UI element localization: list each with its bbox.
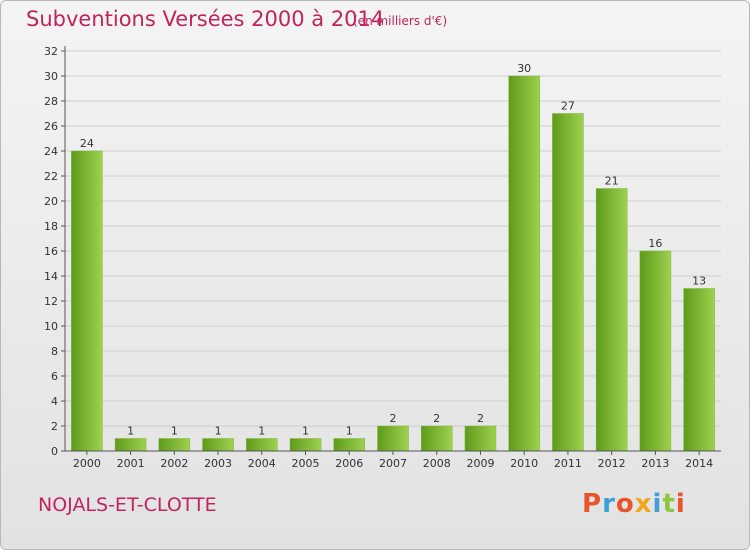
x-tick-label: 2001	[117, 457, 145, 470]
y-tick-label: 14	[44, 270, 58, 283]
data-label: 27	[561, 100, 575, 113]
y-tick-label: 24	[44, 145, 58, 158]
y-tick-label: 18	[44, 220, 58, 233]
data-label: 30	[517, 62, 531, 75]
x-tick-label: 2008	[423, 457, 451, 470]
x-tick-label: 2012	[598, 457, 626, 470]
data-label: 16	[648, 237, 662, 250]
data-label: 24	[80, 137, 94, 150]
data-label: 1	[171, 425, 178, 438]
chart-subtitle: (en milliers d'€)	[353, 14, 448, 28]
data-label: 2	[433, 412, 440, 425]
logo-letter: r	[602, 489, 616, 519]
x-tick-label: 2004	[248, 457, 276, 470]
y-tick-label: 20	[44, 195, 58, 208]
bar	[202, 438, 234, 452]
x-tick-label: 2006	[335, 457, 363, 470]
data-label: 1	[302, 425, 309, 438]
x-tick-label: 2002	[160, 457, 188, 470]
data-label: 1	[127, 425, 134, 438]
x-tick-label: 2011	[554, 457, 582, 470]
bar	[639, 250, 672, 452]
bar	[377, 425, 409, 452]
bar	[289, 438, 322, 452]
data-label: 1	[346, 425, 353, 438]
x-tick-label: 2013	[641, 457, 669, 470]
data-label: 1	[215, 425, 222, 438]
bar	[552, 113, 584, 452]
y-tick-label: 6	[51, 370, 58, 383]
logo-letter: t	[662, 489, 676, 519]
logo-letter: i	[652, 489, 663, 519]
bar	[683, 288, 715, 452]
y-tick-label: 10	[44, 320, 58, 333]
y-tick-label: 4	[51, 395, 58, 408]
bar	[595, 188, 628, 452]
x-tick-label: 2005	[292, 457, 320, 470]
data-label: 13	[692, 275, 706, 288]
y-tick-label: 22	[44, 170, 58, 183]
bar	[71, 150, 103, 452]
x-tick-label: 2010	[510, 457, 538, 470]
x-tick-label: 2014	[685, 457, 713, 470]
bar	[508, 75, 540, 452]
y-tick-label: 12	[44, 295, 58, 308]
bar	[158, 438, 191, 452]
y-tick-label: 16	[44, 245, 58, 258]
bar	[333, 438, 366, 452]
y-tick-label: 28	[44, 95, 58, 108]
bars: 24 1 1 1 1 1 1 2 2 2 30 27 21 16 13	[71, 62, 715, 452]
data-label: 21	[605, 175, 619, 188]
data-label: 2	[477, 412, 484, 425]
y-tick-label: 32	[44, 45, 58, 58]
x-tick-label: 2007	[379, 457, 407, 470]
x-tick-label: 2009	[466, 457, 494, 470]
data-label: 1	[258, 425, 265, 438]
y-tick-label: 8	[51, 345, 58, 358]
data-label: 2	[390, 412, 397, 425]
commune-name: NOJALS-ET-CLOTTE	[38, 494, 217, 516]
bar	[464, 425, 497, 452]
proxiti-logo: Proxiti	[582, 489, 686, 519]
bar	[420, 425, 453, 452]
y-tick-label: 30	[44, 70, 58, 83]
bar	[246, 438, 278, 452]
x-tick-label: 2000	[73, 457, 101, 470]
logo-letter: i	[675, 489, 686, 519]
logo-letter: P	[582, 489, 603, 519]
y-tick-label: 26	[44, 120, 58, 133]
logo-letter: x	[634, 489, 653, 519]
chart-title: Subventions Versées 2000 à 2014	[26, 7, 385, 31]
y-tick-label: 0	[51, 445, 58, 458]
x-tick-label: 2003	[204, 457, 232, 470]
bar	[114, 438, 147, 452]
logo-letter: o	[615, 489, 635, 519]
y-tick-label: 2	[51, 420, 58, 433]
